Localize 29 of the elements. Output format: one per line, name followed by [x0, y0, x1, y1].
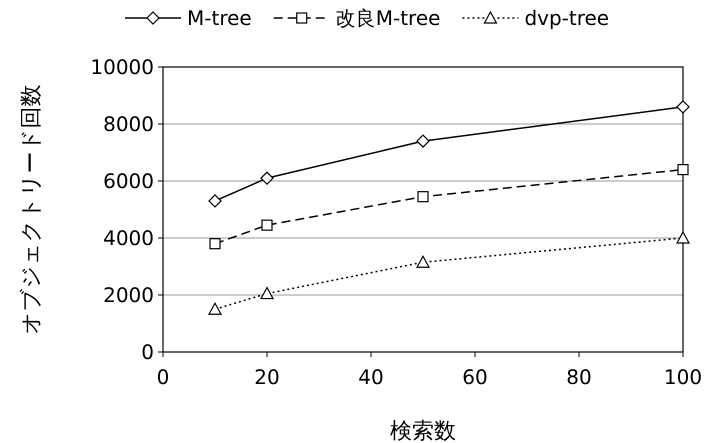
point [260, 286, 274, 300]
point [208, 302, 222, 315]
point [417, 191, 429, 202]
legend-label: 改良M-tree [336, 6, 440, 30]
x-tick-label: 60 [462, 365, 488, 389]
y-tick-label: 0 [141, 340, 154, 364]
point [416, 134, 430, 148]
point [676, 231, 690, 244]
point [416, 256, 430, 268]
y-tick-label: 10000 [90, 55, 154, 79]
x-tick-label: 100 [664, 365, 702, 389]
y-tick-label: 2000 [103, 283, 154, 307]
point [677, 164, 689, 176]
legend-label: dvp-tree [524, 6, 610, 30]
x-tick-label: 0 [156, 365, 170, 389]
x-tick-label: 80 [566, 365, 592, 389]
point [676, 100, 690, 114]
x-tick-label: 20 [254, 365, 280, 389]
legend-label: M-tree [187, 6, 252, 30]
point [260, 172, 274, 185]
x-tick-label: 40 [358, 365, 384, 389]
y-axis-title: オブジェクトリード回数 [19, 84, 44, 334]
point [209, 238, 221, 250]
y-tick-label: 8000 [103, 112, 154, 136]
y-tick-label: 4000 [103, 226, 154, 250]
point [261, 220, 273, 231]
point [208, 194, 222, 208]
y-tick-label: 6000 [103, 169, 154, 193]
x-axis-title: 検索数 [390, 419, 456, 443]
